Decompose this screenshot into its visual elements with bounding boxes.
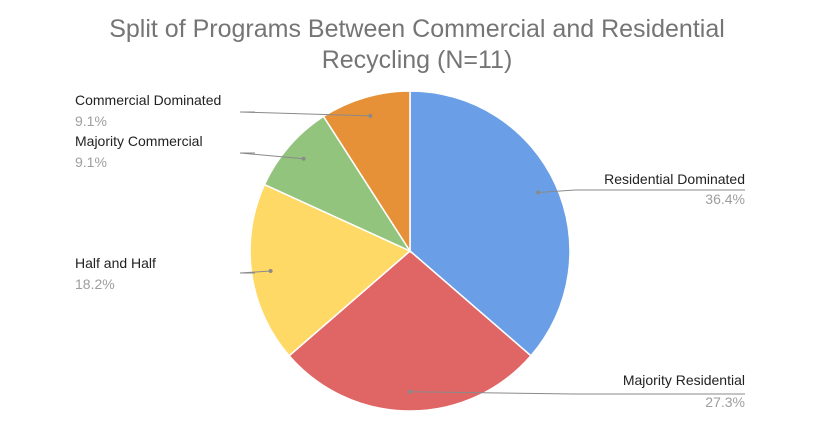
leader-dot: [268, 269, 273, 273]
slice-label: Residential Dominated: [604, 171, 745, 187]
leader-dot: [408, 389, 412, 394]
leader-line: [239, 152, 304, 160]
pie-labels: Residential Dominated 36.4% Majority Resid…: [75, 92, 745, 410]
chart-title-line-1: Split of Programs Between Commercial and…: [109, 15, 725, 43]
chart-title: Split of Programs Between Commercial and…: [0, 14, 834, 76]
slice-label: Majority Residential: [623, 372, 745, 388]
pie-slice-residential-dominated: [409, 90, 571, 357]
pie-slice-majority-residential: [288, 250, 532, 412]
slice-label: Commercial Dominated: [75, 92, 221, 108]
slice-percent-label: 27.3%: [705, 394, 745, 410]
slice-label: Majority Commercial: [75, 133, 203, 149]
slice-percent-label: 9.1%: [75, 113, 107, 129]
chart-title-line-2: Recycling (N=11): [321, 46, 513, 74]
leader-line: [239, 270, 271, 274]
pie-slice-commercial-dominated: [322, 90, 411, 254]
leader-line: [409, 391, 745, 395]
pie-slice-half-and-half: [249, 183, 412, 357]
leader-dot: [301, 156, 306, 161]
slice-percent-label: 18.2%: [75, 276, 115, 292]
slice-percent-label: 9.1%: [75, 154, 107, 170]
leader-dot: [536, 190, 541, 195]
pie-slice-majority-commercial: [263, 115, 413, 253]
leader-line: [538, 189, 745, 193]
leader-dot: [368, 113, 373, 118]
slice-label: Half and Half: [75, 255, 156, 271]
pie-slices: [249, 90, 571, 412]
slice-percent-label: 36.4%: [705, 191, 745, 207]
leader-line: [239, 111, 371, 117]
